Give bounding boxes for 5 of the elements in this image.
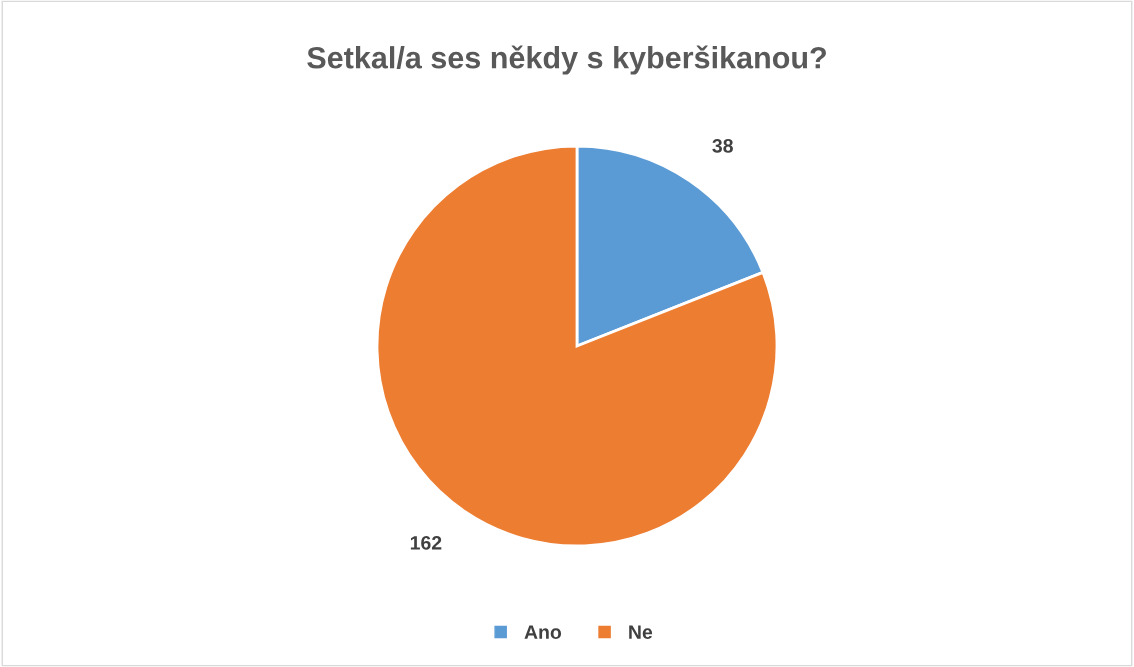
data-label: 38: [712, 138, 733, 153]
chart-title: Setkal/a ses někdy s kyberšikanou?: [307, 45, 826, 75]
data-label: 162: [410, 535, 442, 550]
legend-label: Ano: [524, 625, 562, 639]
legend-label: Ne: [629, 625, 653, 639]
